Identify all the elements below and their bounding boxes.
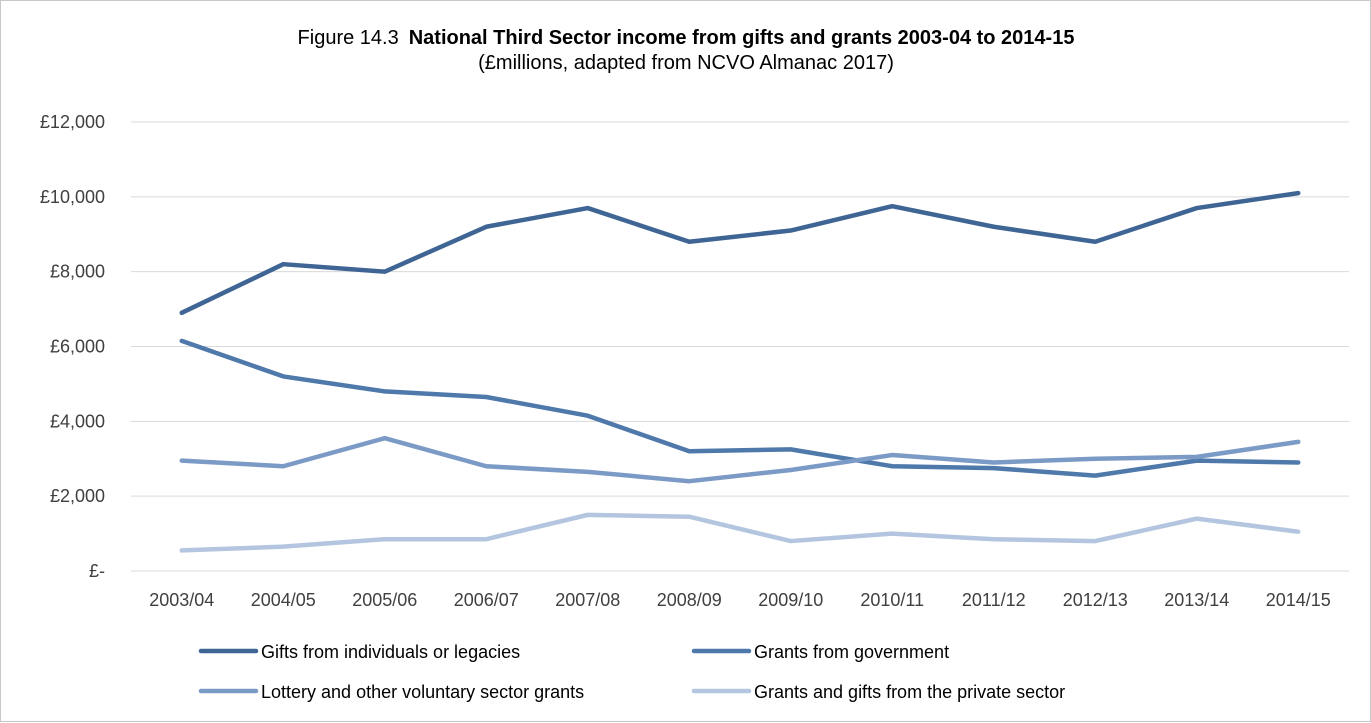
x-tick-label: 2012/13 [1063, 590, 1128, 610]
series-line-0 [179, 190, 1301, 316]
x-tick-label: 2008/09 [657, 590, 722, 610]
legend: Gifts from individuals or legacies Grants… [198, 642, 1065, 702]
legend-label: Gifts from individuals or legacies [261, 642, 520, 662]
x-tick-label: 2003/04 [149, 590, 214, 610]
x-tick-label: 2014/15 [1266, 590, 1331, 610]
title-text: National Third Sector income from gifts … [409, 27, 1075, 49]
x-tick-label: 2005/06 [352, 590, 417, 610]
x-tick-label: 2010/11 [860, 590, 924, 610]
x-tick-label: 2011/12 [962, 590, 1026, 610]
gridlines [131, 121, 1349, 572]
series-line-1 [179, 338, 1301, 478]
legend-item: Grants from government [691, 642, 949, 662]
x-tick-label: 2004/05 [251, 590, 316, 610]
legend-item: Lottery and other voluntary sector grant… [198, 682, 584, 702]
y-tick-label: £- [89, 561, 105, 581]
figure-number: Figure 14.3 [298, 27, 399, 49]
x-tick-label: 2006/07 [454, 590, 519, 610]
x-tick-label: 2007/08 [555, 590, 620, 610]
x-axis-ticks: 2003/04 2004/05 2005/06 2006/07 2007/08 2008/… [149, 590, 1331, 610]
y-tick-label: £10,000 [40, 187, 105, 207]
y-tick-label: £2,000 [50, 486, 105, 506]
legend-label: Grants from government [754, 642, 949, 662]
chart-subtitle: (£millions, adapted from NCVO Almanac 20… [478, 52, 894, 74]
series-lines [179, 190, 1301, 553]
y-tick-label: £8,000 [50, 262, 105, 282]
chart-title: Figure 14.3 National Third Sector income … [298, 27, 1075, 49]
y-tick-label: £6,000 [50, 337, 105, 357]
legend-item: Gifts from individuals or legacies [198, 642, 520, 662]
y-tick-label: £4,000 [50, 411, 105, 431]
legend-label: Lottery and other voluntary sector grant… [261, 682, 584, 702]
x-tick-label: 2013/14 [1164, 590, 1229, 610]
y-tick-label: £12,000 [40, 112, 105, 132]
legend-item: Grants and gifts from the private sector [691, 682, 1065, 702]
x-tick-label: 2009/10 [758, 590, 823, 610]
legend-label: Grants and gifts from the private sector [754, 682, 1065, 702]
series-line-2 [179, 435, 1301, 484]
y-axis-ticks: £- £2,000 £4,000 £6,000 £8,000 £10,000 £12,000 [40, 112, 105, 581]
series-line-3 [179, 512, 1301, 553]
